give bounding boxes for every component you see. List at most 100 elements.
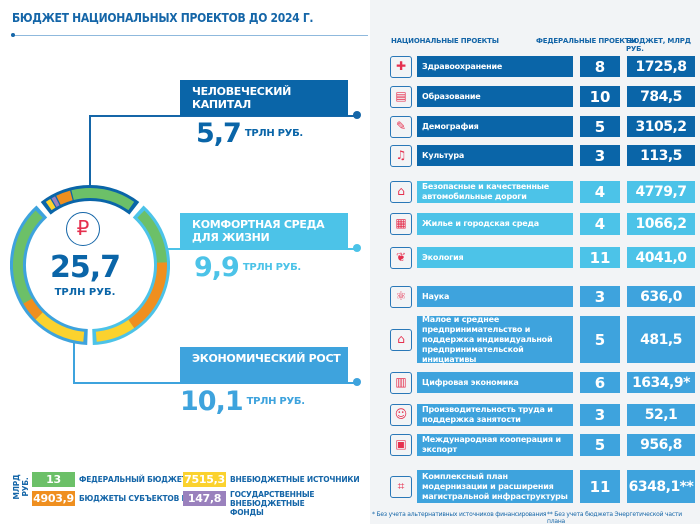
donut-segment (95, 319, 135, 342)
federal-project-count: 11 (580, 247, 620, 268)
federal-project-count: 5 (580, 434, 620, 456)
legend-value: 147,8 (183, 491, 226, 506)
group-label-economic-growth: ЭКОНОМИЧЕСКИЙ РОСТ (180, 347, 348, 383)
group-unit: ТРЛН РУБ. (242, 262, 301, 273)
project-name: Здравоохранение (417, 56, 573, 77)
project-budget: 6348,1** (627, 470, 695, 503)
donut-segment (45, 198, 56, 211)
project-budget: 3105,2 (627, 116, 695, 137)
donut-segment (23, 298, 43, 320)
page-title: БЮДЖЕТ НАЦИОНАЛЬНЫХ ПРОЕКТОВ ДО 2024 Г. (12, 11, 314, 25)
medical-cross-icon: ✚ (390, 55, 412, 78)
footnote: * Без учета альтернативных источников фи… (372, 511, 547, 518)
monitor-chart-icon: ▥ (390, 371, 412, 394)
table-row: ⚛ Наука 3 636,0 (370, 285, 700, 308)
ruble-coin-icon: ₽ (66, 212, 100, 246)
project-budget: 784,5 (627, 86, 695, 107)
total-unit: ТРЛН РУБ. (54, 287, 116, 298)
project-name: Экология (417, 247, 573, 268)
power-tower-icon: ⌗ (390, 475, 412, 498)
header-projects: НАЦИОНАЛЬНЫЕ ПРОЕКТЫ (391, 37, 499, 45)
project-name: Демография (417, 116, 573, 137)
projects-panel: НАЦИОНАЛЬНЫЕ ПРОЕКТЫ ФЕДЕРАЛЬНЫЕ ПРОЕКТЫ… (370, 0, 700, 524)
table-row: ▤ Образование 10 784,5 (370, 85, 700, 108)
export-box-icon: ▣ (390, 434, 412, 456)
project-budget: 4041,0 (627, 247, 695, 268)
table-row: ⌗ Комплексный план модернизации и расшир… (370, 470, 700, 503)
title-divider (12, 35, 368, 36)
group-value: 10,1 (180, 386, 244, 417)
group-label-human-capital: ЧЕЛОВЕЧЕСКИЙ КАПИТАЛ (180, 80, 348, 116)
project-budget: 481,5 (627, 316, 695, 363)
road-icon: ⌂ (390, 181, 412, 203)
table-row: ♫ Культура 3 113,5 (370, 144, 700, 167)
lyre-icon: ♫ (390, 144, 412, 167)
project-budget: 4779,7 (627, 181, 695, 203)
legend-label: ФЕДЕРАЛЬНЫЙ БЮДЖЕТ (79, 475, 187, 484)
donut-segment (128, 262, 167, 329)
connector-line (89, 115, 91, 191)
table-row: ⌂ Безопасные и качественные автомобильны… (370, 181, 700, 203)
legend-value: 7515,3 (183, 472, 226, 487)
project-budget: 1634,9* (627, 372, 695, 393)
project-budget: 1725,8 (627, 56, 695, 77)
project-name: Образование (417, 86, 573, 107)
connector-dot (353, 111, 361, 119)
legend-value: 13 158,2 (32, 472, 75, 501)
project-name: Производительность труда и поддержка зан… (417, 404, 573, 426)
group-value: 9,9 (194, 252, 240, 283)
budget-donut (10, 185, 170, 345)
connector-line (73, 330, 75, 383)
total-value: 25,7 (49, 250, 121, 285)
sprout-hand-icon: ❦ (390, 246, 412, 269)
project-name: Цифровая экономика (417, 372, 573, 393)
federal-project-count: 8 (580, 56, 620, 77)
donut-segment (13, 210, 43, 304)
project-name: Международная кооперация и экспорт (417, 434, 573, 456)
stork-icon: ✎ (390, 115, 412, 138)
divider-dot (11, 33, 15, 37)
atom-icon: ⚛ (390, 285, 412, 308)
federal-project-count: 4 (580, 181, 620, 203)
table-row: ✎ Демография 5 3105,2 (370, 115, 700, 138)
legend-label: ГОСУДАРСТВЕННЫЕ ВНЕБЮДЖЕТНЫЕ ФОНДЫ (230, 490, 315, 517)
federal-project-count: 5 (580, 116, 620, 137)
legend-value: 4903,9 (32, 491, 75, 506)
donut-segment (56, 190, 73, 205)
project-budget: 636,0 (627, 286, 695, 307)
project-name: Комплексный план модернизации и расширен… (417, 470, 573, 503)
donut-segment (51, 196, 60, 207)
shop-icon: ⌂ (390, 328, 412, 351)
legend-label: БЮДЖЕТЫ СУБЪЕКТОВ РФ (79, 494, 195, 503)
project-budget: 113,5 (627, 145, 695, 166)
donut-segment (35, 312, 85, 342)
footnote: ** Без учета бюджета Энергетической част… (547, 511, 682, 525)
federal-project-count: 3 (580, 286, 620, 307)
project-name: Наука (417, 286, 573, 307)
group-label-comfortable-environment: КОМФОРТНАЯ СРЕДА ДЛЯ ЖИЗНИ (180, 213, 348, 249)
federal-project-count: 4 (580, 213, 620, 235)
table-row: ▥ Цифровая экономика 6 1634,9* (370, 371, 700, 394)
book-icon: ▤ (390, 85, 412, 108)
project-name: Культура (417, 145, 573, 166)
table-row: ⌂ Малое и среднее предпринимательство и … (370, 315, 700, 364)
project-name: Жилье и городская среда (417, 213, 573, 235)
group-unit: ТРЛН РУБ. (246, 396, 305, 407)
project-budget: 956,8 (627, 434, 695, 456)
group-unit: ТРЛН РУБ. (244, 128, 303, 139)
project-name: Безопасные и качественные автомобильные … (417, 181, 573, 203)
buildings-icon: ▦ (390, 213, 412, 235)
workers-icon: ☺ (390, 404, 412, 426)
federal-project-count: 6 (580, 372, 620, 393)
header-budget: БЮДЖЕТ, МЛРД РУБ. (626, 37, 691, 53)
table-row: ❦ Экология 11 4041,0 (370, 246, 700, 269)
donut-segment (71, 188, 135, 211)
donut-segment (137, 210, 167, 263)
table-row: ▣ Международная кооперация и экспорт 5 9… (370, 434, 700, 456)
federal-project-count: 10 (580, 86, 620, 107)
table-row: ✚ Здравоохранение 8 1725,8 (370, 55, 700, 78)
federal-project-count: 3 (580, 145, 620, 166)
table-row: ☺ Производительность труда и поддержка з… (370, 404, 700, 426)
federal-project-count: 3 (580, 404, 620, 426)
legend-label: ВНЕБЮДЖЕТНЫЕ ИСТОЧНИКИ (230, 475, 360, 484)
